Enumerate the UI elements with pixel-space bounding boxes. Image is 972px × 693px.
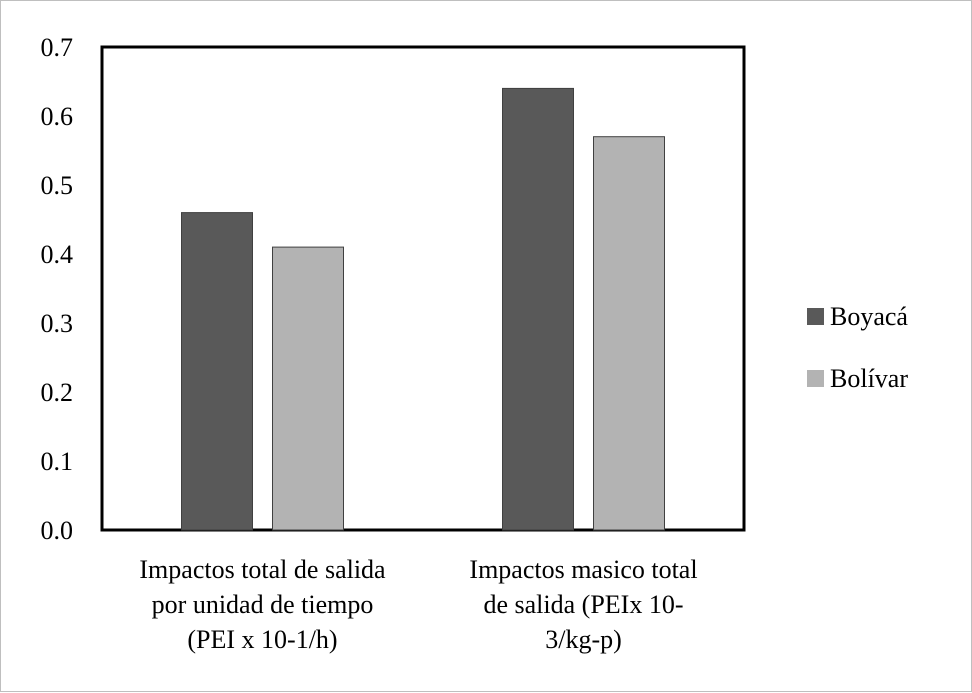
category-label-line: por unidad de tiempo [152, 590, 374, 619]
category-labels: Impactos total de salida por unidad de ti… [139, 555, 697, 654]
bar-bolivar [593, 136, 665, 531]
y-tick-label: 0.1 [41, 447, 74, 476]
bar-bolivar [272, 246, 344, 531]
y-tick-labels: 0.0 0.1 0.2 0.3 0.4 0.5 0.6 0.7 [41, 33, 74, 545]
y-tick-label: 0.0 [41, 516, 74, 545]
bar-boyaca [502, 87, 574, 531]
category-label-line: (PEI x 10-1/h) [187, 625, 337, 654]
legend-label: Boyacá [830, 302, 908, 331]
y-tick-label: 0.2 [41, 378, 74, 407]
category-label-line: de salida (PEIx 10- [483, 590, 683, 619]
y-tick-label: 0.3 [41, 309, 74, 338]
legend-label: Bolívar [830, 364, 908, 393]
legend-swatch [807, 370, 824, 387]
y-tick-label: 0.5 [41, 171, 74, 200]
y-tick-label: 0.7 [41, 33, 74, 62]
category-label-line: Impactos total de salida [139, 555, 386, 584]
y-tick-label: 0.6 [41, 102, 74, 131]
category-label-line: Impactos masico total [469, 555, 697, 584]
legend-swatch [807, 308, 824, 325]
bar-boyaca [181, 212, 253, 531]
y-tick-label: 0.4 [41, 240, 74, 269]
category-label-line: 3/kg-p) [545, 625, 622, 654]
bars-group [181, 87, 665, 531]
legend: Boyacá Bolívar [807, 302, 908, 393]
